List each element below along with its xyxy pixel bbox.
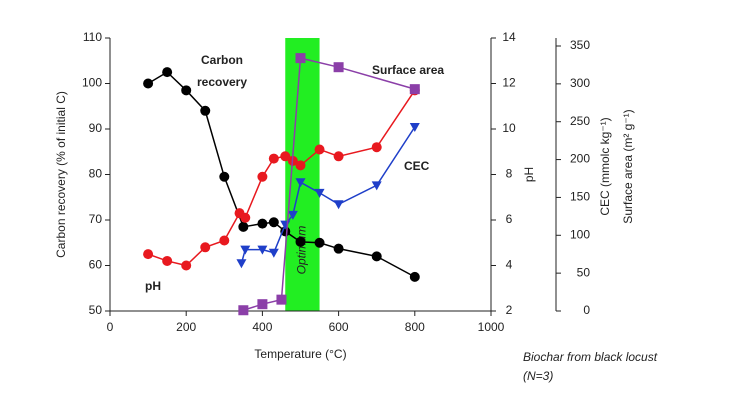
y-tick-label: 110 <box>83 30 102 44</box>
point <box>219 235 230 246</box>
point <box>200 105 211 116</box>
y2-tick-label: 12 <box>502 76 516 90</box>
point <box>333 200 344 210</box>
point <box>295 53 306 64</box>
note: Biochar from black locust <box>523 350 658 364</box>
point <box>371 181 382 191</box>
point <box>219 171 230 182</box>
optimum-label: Optimum <box>295 226 309 275</box>
point <box>143 249 154 260</box>
point <box>181 85 192 96</box>
y-tick-label: 60 <box>89 258 103 272</box>
x-tick-label: 1000 <box>478 320 505 334</box>
series-line <box>243 57 416 311</box>
series-label: CEC <box>404 159 430 173</box>
y3-tick-label: 350 <box>570 38 590 52</box>
point <box>409 271 420 282</box>
point <box>333 62 344 73</box>
point <box>314 237 325 248</box>
point <box>162 67 173 78</box>
point <box>257 171 268 182</box>
point <box>268 153 279 164</box>
point <box>333 151 344 162</box>
point <box>236 259 247 269</box>
point <box>240 245 251 255</box>
y2-tick-label: 4 <box>506 258 513 272</box>
point <box>409 123 420 133</box>
y3-tick-label: 200 <box>570 152 590 166</box>
y2-tick-label: 14 <box>502 30 516 44</box>
series-label: Carbon <box>201 53 243 67</box>
x-tick-label: 0 <box>107 320 114 334</box>
point <box>257 299 268 310</box>
y2-tick-label: 6 <box>506 212 513 226</box>
series-line <box>147 89 416 267</box>
y3-tick-label: 150 <box>570 190 590 204</box>
x-tick-label: 400 <box>252 320 272 334</box>
y3-tick-label: 50 <box>577 265 591 279</box>
y2-tick-label: 8 <box>506 167 513 181</box>
point <box>257 245 268 255</box>
y2-tick-label: 10 <box>502 121 516 135</box>
x-tick-label: 800 <box>405 320 425 334</box>
point <box>276 294 287 305</box>
y3-tick-label: 250 <box>570 114 590 128</box>
y3-axis-title: CEC (mmolc kg⁻¹) <box>598 117 612 215</box>
note: (N=3) <box>523 369 553 383</box>
y2-axis-title: pH <box>522 167 536 182</box>
point <box>295 160 306 171</box>
point <box>280 151 291 162</box>
point <box>181 260 192 271</box>
point <box>268 248 279 258</box>
y3-tick-label: 100 <box>570 227 590 241</box>
series-line <box>240 126 416 264</box>
point <box>314 188 325 198</box>
series-label: pH <box>145 279 161 293</box>
x-tick-label: 600 <box>329 320 349 334</box>
point <box>409 84 420 95</box>
y3-tick-label: 300 <box>570 76 590 90</box>
y3-axis-title: Surface area (m² g⁻¹) <box>621 109 635 223</box>
series-label: Surface area <box>372 63 444 77</box>
point <box>371 251 382 262</box>
point <box>314 144 325 155</box>
y-tick-label: 80 <box>89 167 103 181</box>
point <box>238 305 249 316</box>
y3-tick-label: 0 <box>583 303 590 317</box>
y-tick-label: 90 <box>89 121 103 135</box>
point <box>143 78 154 89</box>
point <box>333 243 344 254</box>
point <box>257 218 268 229</box>
y-axis-title: Carbon recovery (% of initial C) <box>54 91 68 258</box>
point <box>162 255 173 266</box>
point <box>200 242 211 253</box>
point <box>295 178 306 188</box>
point <box>238 221 249 232</box>
point <box>287 210 298 220</box>
x-tick-label: 200 <box>176 320 196 334</box>
series-line <box>147 71 416 278</box>
y-tick-label: 50 <box>89 303 103 317</box>
point <box>240 212 251 223</box>
point <box>371 142 382 153</box>
x-axis-title: Temperature (°C) <box>254 347 346 361</box>
point <box>268 217 279 228</box>
series-label: recovery <box>197 75 247 89</box>
y-tick-label: 100 <box>82 76 102 90</box>
y2-tick-label: 2 <box>506 303 513 317</box>
y-tick-label: 70 <box>89 212 103 226</box>
point <box>295 236 306 247</box>
